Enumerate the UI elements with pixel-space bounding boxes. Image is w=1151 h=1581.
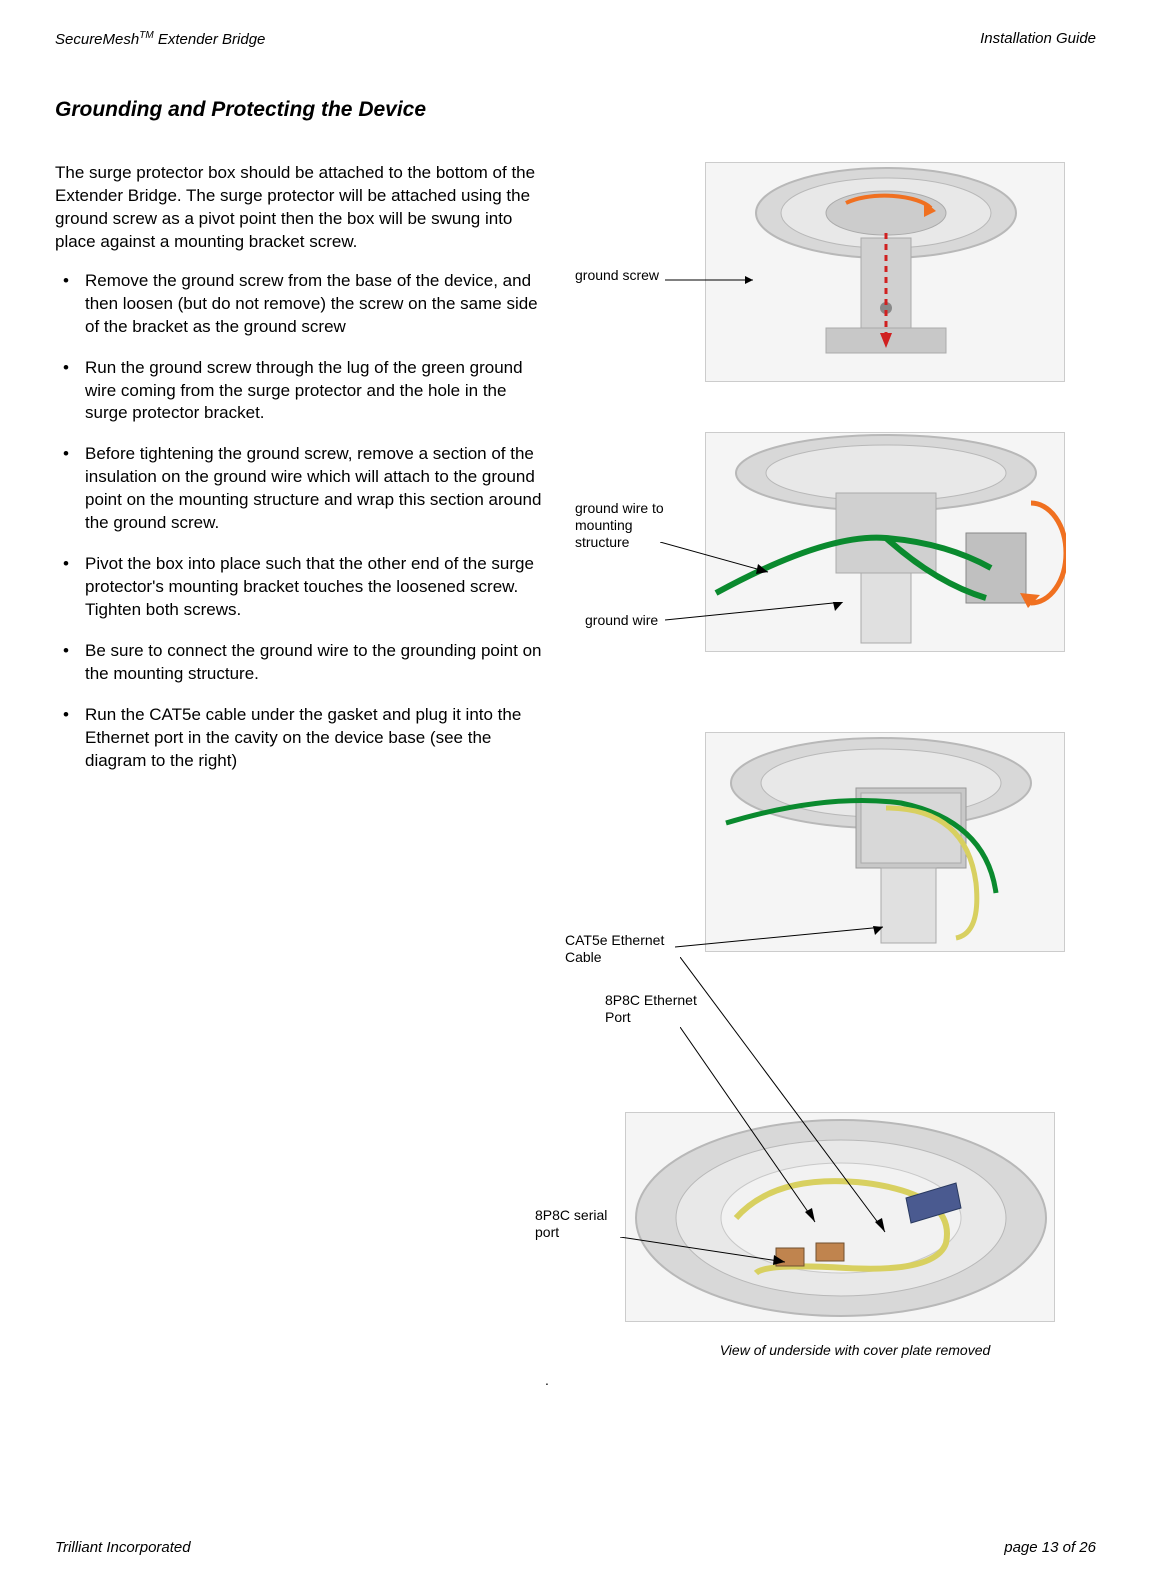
header-left: SecureMeshTM Extender Bridge xyxy=(55,30,265,48)
list-item: Remove the ground screw from the base of… xyxy=(55,270,545,339)
body-text-column: The surge protector box should be attach… xyxy=(55,162,545,791)
stray-period: . xyxy=(545,1372,549,1389)
list-item: Pivot the box into place such that the o… xyxy=(55,553,545,622)
page-header: SecureMeshTM Extender Bridge Installatio… xyxy=(55,30,1096,48)
figure-cat5e xyxy=(705,732,1065,952)
label-cat5e: CAT5e Ethernet Cable xyxy=(565,932,685,966)
page-footer: Trilliant Incorporated page 13 of 26 xyxy=(55,1539,1096,1556)
label-ground-screw: ground screw xyxy=(575,267,659,284)
list-item: Before tightening the ground screw, remo… xyxy=(55,443,545,535)
label-serial-port: 8P8C serial port xyxy=(535,1207,635,1241)
figure-column: ground screw ground wire t xyxy=(565,162,1096,791)
header-right: Installation Guide xyxy=(980,30,1096,48)
label-ground-wire: ground wire xyxy=(585,612,658,629)
list-item: Run the CAT5e cable under the gasket and… xyxy=(55,704,545,773)
figure-caption: View of underside with cover plate remov… xyxy=(665,1342,1045,1358)
list-item: Be sure to connect the ground wire to th… xyxy=(55,640,545,686)
footer-left: Trilliant Incorporated xyxy=(55,1539,191,1556)
footer-right: page 13 of 26 xyxy=(1004,1539,1096,1556)
bullet-list: Remove the ground screw from the base of… xyxy=(55,270,545,773)
figure-ground-screw xyxy=(705,162,1065,382)
intro-paragraph: The surge protector box should be attach… xyxy=(55,162,545,254)
section-title: Grounding and Protecting the Device xyxy=(55,98,1096,122)
list-item: Run the ground screw through the lug of … xyxy=(55,357,545,426)
